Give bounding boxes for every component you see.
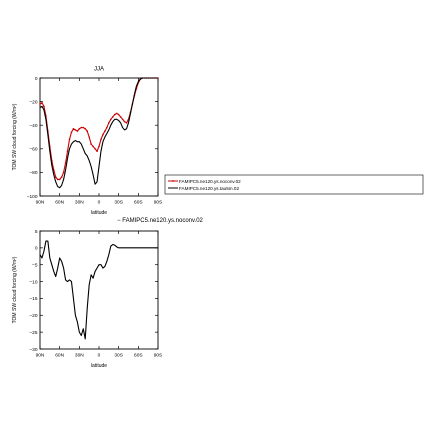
bottom-y-tick-label: −20 <box>29 313 37 319</box>
top-y-tick-label: −80 <box>29 170 37 176</box>
bottom-y-tick-label: −15 <box>29 296 37 302</box>
bottom-y-tick-label: 0 <box>35 246 38 252</box>
bottom-x-tick-label: 0 <box>98 353 101 359</box>
legend-label-tau5m: FAMIPC5.ne120.ys.tau5m.02 <box>179 186 239 191</box>
bottom-x-ticks: 90N 60N 30N 0 30S 60S 90S <box>36 231 163 359</box>
top-series-0-point <box>121 118 124 121</box>
top-series-0-point <box>82 126 85 129</box>
bottom-x-tick-label: 60N <box>55 353 64 359</box>
top-plot-frame <box>39 77 159 197</box>
legend: FAMIPC5.ne120.ys.noconv.02 FAMIPC5.ne120… <box>164 174 424 195</box>
top-series-0-point <box>84 127 87 130</box>
top-y-tick-label: −60 <box>29 147 37 153</box>
top-x-tick-label: 90N <box>36 200 45 206</box>
top-series-0-point <box>72 127 75 130</box>
bottom-y-tick-label: −30 <box>29 347 37 353</box>
top-series-0-point <box>39 103 41 105</box>
bottom-x-axis-label: latitude <box>91 363 107 369</box>
top-series-0-point <box>104 130 106 132</box>
top-series-line-1 <box>39 77 158 189</box>
bottom-y-tick-label: −25 <box>29 330 37 336</box>
bottom-x-tick-label: 90S <box>154 353 163 359</box>
top-x-tick-label: 30N <box>75 200 84 206</box>
top-series-0-point <box>94 148 96 150</box>
bottom-y-axis-label: TOM SW cloud forcing (W/m²) <box>12 256 18 323</box>
bottom-x-tick-label: 90N <box>36 353 45 359</box>
top-series-0-point <box>106 126 108 129</box>
bottom-x-tick-label: 60S <box>134 353 143 359</box>
top-series-0-point <box>54 176 57 178</box>
top-series-0-point <box>88 136 90 138</box>
top-y-tick-label: −40 <box>29 123 37 129</box>
top-y-tick-label: −20 <box>29 99 37 105</box>
top-x-ticks: 90N 60N 30N 0 30S 60S 90S <box>36 78 163 206</box>
top-series-0-point <box>108 122 110 124</box>
top-series-0-point <box>123 120 126 123</box>
bottom-panel: − FAMIPC5.ne120.ys.noconv.02 −30 −25 −20 −1… <box>12 218 204 369</box>
legend-marker-noconv <box>172 180 174 182</box>
top-series-0-point <box>60 176 63 178</box>
bottom-title: − FAMIPC5.ne120.ys.noconv.02 <box>117 218 203 224</box>
top-x-tick-label: 90S <box>154 200 163 206</box>
bottom-y-tick-label: −5 <box>32 263 38 269</box>
top-series-0-point <box>68 138 71 141</box>
top-y-tick-label: 0 <box>35 76 38 82</box>
top-series-0-point <box>119 116 122 118</box>
top-series-0-point <box>76 130 79 132</box>
top-x-tick-label: 60S <box>134 200 143 206</box>
top-series-0-point <box>96 150 98 152</box>
top-series-0-point <box>78 127 81 130</box>
top-series-0-point <box>110 118 112 121</box>
top-panel: JJA −100−80−60−40−200 90N 60N 30N 0 30S 60S 90… <box>12 67 162 217</box>
bottom-x-tick-label: 30N <box>75 353 84 359</box>
legend-box <box>164 174 424 195</box>
top-series-0-point <box>100 138 102 141</box>
top-y-ticks: −100 −80 −60 −40 −20 0 <box>27 76 158 200</box>
top-x-axis-label: latitude <box>91 210 107 216</box>
top-y-tick-label: −100 <box>27 194 38 200</box>
top-series-0-point <box>111 116 114 118</box>
top-x-tick-label: 30S <box>114 200 123 206</box>
top-series-0-point <box>92 145 94 148</box>
top-y-axis-label: TOM SW cloud forcing (W/m²) <box>12 103 18 170</box>
legend-label-noconv: FAMIPC5.ne120.ys.noconv.02 <box>179 179 241 184</box>
top-series-0-point <box>80 126 83 129</box>
top-series-0-point <box>41 101 43 104</box>
bottom-y-tick-label: 5 <box>35 229 38 235</box>
top-x-tick-label: 60N <box>55 200 64 206</box>
top-series-0-point <box>125 122 128 124</box>
top-x-tick-label: 0 <box>98 200 101 206</box>
bottom-plot-frame <box>39 230 159 350</box>
top-series-0-point <box>74 129 77 131</box>
top-series-0-point <box>102 133 104 136</box>
top-series-0-point <box>64 162 67 164</box>
top-series-0-point <box>98 145 100 148</box>
bottom-series-line-0 <box>39 240 158 340</box>
top-series-0-point <box>43 105 45 108</box>
top-series-0-point <box>58 178 61 181</box>
bottom-x-tick-label: 30S <box>114 353 123 359</box>
top-series-0-point <box>66 150 69 152</box>
top-series-0-point <box>86 130 88 132</box>
top-series-0-point <box>113 113 116 116</box>
top-title: JJA <box>94 67 104 73</box>
bottom-y-tick-label: −10 <box>29 279 37 285</box>
top-series-0-point <box>117 113 120 116</box>
top-series-group <box>39 77 159 189</box>
top-series-0-point <box>90 143 92 145</box>
bottom-series-group <box>39 240 158 340</box>
top-series-0-point <box>115 112 118 115</box>
top-series-0-point <box>62 171 65 174</box>
top-series-0-point <box>70 131 73 134</box>
top-series-0-point <box>56 178 59 181</box>
bottom-y-ticks: −30 −25 −20 −15 −10 −5 0 5 <box>29 229 158 353</box>
